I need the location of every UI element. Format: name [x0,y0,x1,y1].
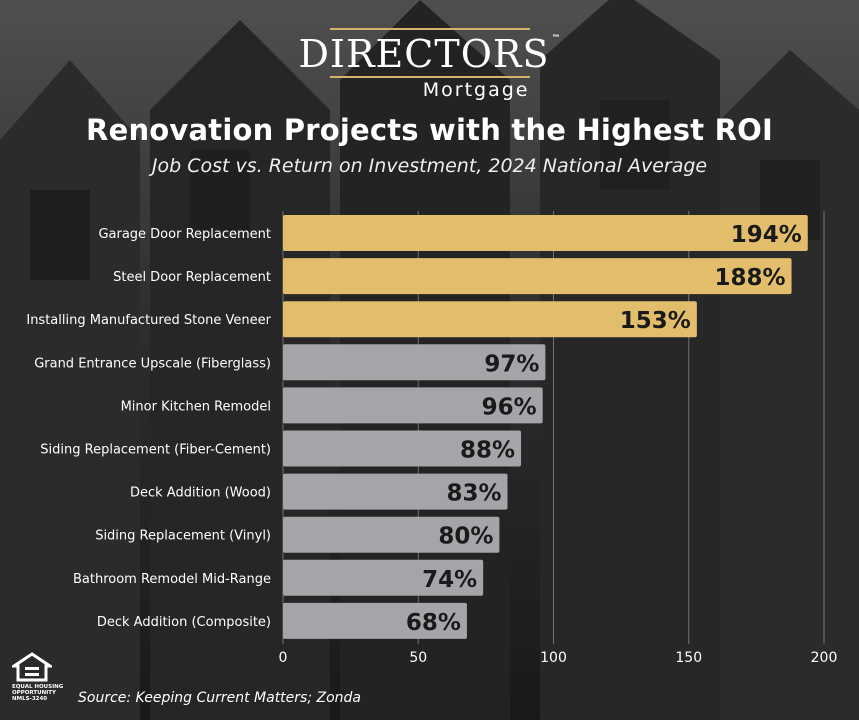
bar [283,473,508,510]
data-label: 96% [482,394,537,420]
logo-trademark: ™ [551,34,561,44]
source-note: Source: Keeping Current Matters; Zonda [78,690,362,706]
bar [283,387,543,424]
category-label: Minor Kitchen Remodel [121,399,271,414]
x-tick-label: 150 [675,650,702,666]
bar [283,215,808,251]
equal-housing-icon [12,652,52,682]
bar [283,602,467,639]
equal-housing-text: EQUAL HOUSING OPPORTUNITY [12,684,64,696]
logo-subtitle: Mortgage [422,79,530,101]
bar [283,516,500,553]
bar [283,344,546,381]
bar [283,258,792,295]
logo-name: DIRECTORS [298,32,550,76]
data-label: 88% [460,438,515,464]
data-label: 80% [438,524,493,550]
category-label: Bathroom Remodel Mid-Range [73,572,271,587]
x-tick-label: 200 [811,650,838,666]
chart-subtitle: Job Cost vs. Return on Investment, 2024 … [151,155,708,177]
logo-rule-top [329,28,530,30]
data-label: 188% [714,265,785,291]
category-label: Garage Door Replacement [98,227,271,242]
logo: DIRECTORS ™ Mortgage [0,28,859,102]
equal-housing-badge: EQUAL HOUSING OPPORTUNITY NMLS-3240 [12,652,64,702]
chart-title: Renovation Projects with the Highest ROI [86,113,773,147]
bar [283,430,522,467]
data-label: 194% [731,222,802,248]
category-label: Steel Door Replacement [113,270,271,285]
category-label: Deck Addition (Wood) [130,486,271,501]
nmls-number: NMLS-3240 [12,696,48,702]
data-label: 97% [484,351,539,377]
x-tick-label: 100 [540,650,567,666]
category-label: Deck Addition (Composite) [97,615,271,630]
bar [283,301,697,338]
data-label: 74% [422,567,477,593]
bar [283,559,484,596]
data-label: 83% [446,481,501,507]
data-label: 68% [406,610,461,636]
category-label: Installing Manufactured Stone Veneer [26,313,271,328]
category-label: Siding Replacement (Fiber-Cement) [40,443,271,458]
x-tick-label: 0 [279,650,288,666]
category-label: Grand Entrance Upscale (Fiberglass) [34,356,271,371]
logo-rule-bottom [329,76,530,78]
category-label: Siding Replacement (Vinyl) [95,529,271,544]
data-label: 153% [620,308,691,334]
x-tick-label: 50 [409,650,427,666]
